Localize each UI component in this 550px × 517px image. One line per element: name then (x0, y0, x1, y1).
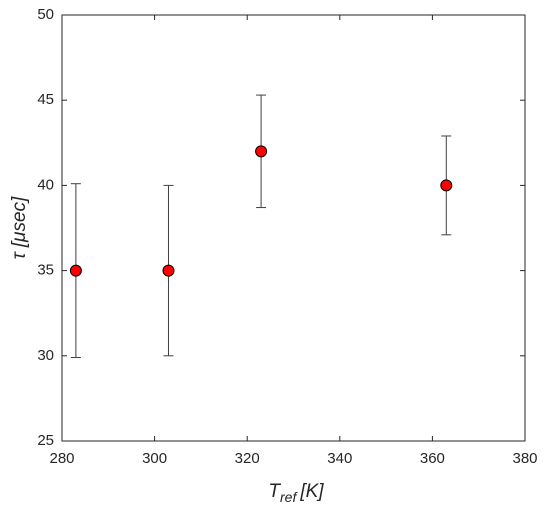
x-tick-label: 320 (235, 450, 260, 467)
y-tick-label: 35 (37, 262, 54, 279)
y-tick-label: 30 (37, 347, 54, 364)
x-tick-label: 380 (512, 450, 537, 467)
x-tick-label: 360 (420, 450, 445, 467)
plot-frame (61, 14, 526, 442)
y-tick-label: 40 (37, 176, 54, 193)
point (162, 264, 175, 277)
y-tick-label: 45 (37, 91, 54, 108)
point (440, 179, 453, 192)
x-tick-label: 300 (142, 450, 167, 467)
x-label-main: T (268, 481, 281, 502)
x-label-sub: ref (280, 489, 298, 505)
point (69, 264, 82, 277)
y-tick-label: 25 (37, 432, 54, 449)
y-tick-label: 50 (37, 6, 54, 23)
point (255, 145, 268, 158)
x-tick-label: 340 (327, 450, 352, 467)
x-axis-label: Tref [K] (268, 481, 324, 505)
y-label-unit: [μsec] (9, 196, 30, 248)
x-label-unit: [K] (299, 481, 324, 502)
y-label-main: τ (9, 250, 30, 259)
y-axis-label: τ [μsec] (9, 196, 30, 259)
x-tick-label: 280 (49, 450, 74, 467)
